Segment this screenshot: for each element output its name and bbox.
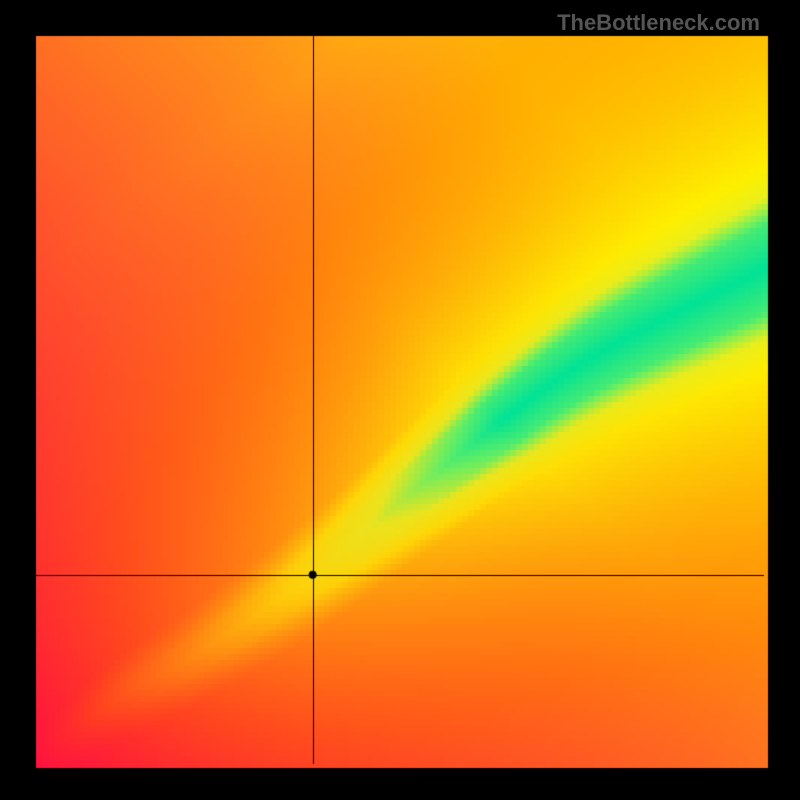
- chart-root: TheBottleneck.com: [0, 0, 800, 800]
- watermark-text: TheBottleneck.com: [557, 10, 760, 36]
- crosshair-overlay: [0, 0, 800, 800]
